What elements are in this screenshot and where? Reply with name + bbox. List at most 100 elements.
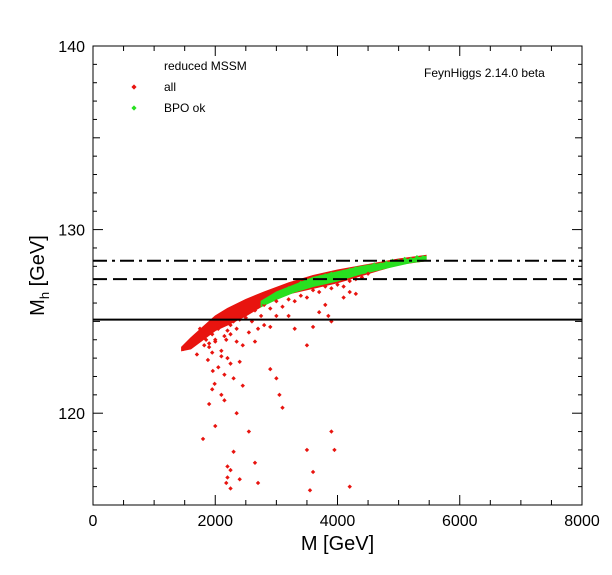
- point-all: [268, 324, 273, 330]
- point-all: [323, 284, 328, 289]
- legend-label-all: all: [164, 80, 176, 94]
- point-all: [213, 423, 218, 429]
- point-all: [228, 486, 233, 491]
- point-bpo-ok: [280, 289, 285, 295]
- point-all: [255, 480, 261, 486]
- point-all: [258, 313, 264, 319]
- point-all: [252, 460, 258, 465]
- point-all: [341, 295, 346, 300]
- x-tick-label: 6000: [442, 513, 478, 530]
- point-all: [202, 343, 207, 348]
- point-all: [316, 310, 322, 315]
- y-axis-title-main: M: [27, 299, 49, 316]
- point-bpo-ok: [286, 286, 291, 291]
- point-bpo-ok: [298, 280, 304, 286]
- point-all: [209, 350, 215, 355]
- point-all: [188, 339, 193, 344]
- point-all: [365, 271, 371, 276]
- point-bpo-ok: [329, 271, 334, 276]
- point-all: [237, 477, 242, 482]
- point-all: [292, 326, 297, 331]
- point-all: [268, 306, 273, 311]
- point-all: [206, 344, 212, 350]
- point-all: [347, 289, 352, 295]
- point-bpo-ok: [323, 273, 328, 278]
- point-all: [252, 308, 258, 313]
- point-all: [332, 447, 337, 453]
- point-all: [329, 286, 334, 291]
- point-bpo-ok: [347, 267, 352, 273]
- point-bpo-ok: [414, 254, 420, 260]
- legend-label-bpo-ok: BPO ok: [164, 101, 206, 115]
- legend: reduced MSSM all BPO ok: [131, 59, 247, 115]
- point-all: [234, 326, 239, 331]
- point-all: [280, 405, 285, 410]
- point-all: [341, 284, 346, 289]
- legend-title: reduced MSSM: [164, 59, 247, 73]
- point-all: [231, 376, 236, 381]
- point-all: [206, 401, 212, 407]
- point-all: [252, 339, 258, 344]
- point-all: [224, 480, 229, 486]
- point-all: [274, 376, 279, 381]
- legend-marker-all: [131, 84, 137, 90]
- point-all: [228, 361, 233, 366]
- point-bpo-ok: [261, 300, 267, 306]
- point-all: [310, 324, 316, 330]
- y-tick-label: 140: [58, 39, 85, 56]
- point-all: [212, 381, 217, 387]
- point-all: [286, 313, 291, 319]
- point-all: [243, 315, 249, 320]
- point-all: [310, 287, 316, 293]
- point-all: [200, 436, 206, 442]
- point-all: [240, 311, 245, 317]
- point-all: [228, 322, 233, 328]
- point-bpo-ok: [420, 254, 426, 260]
- point-all: [255, 304, 261, 309]
- point-all: [261, 322, 267, 328]
- point-all: [335, 282, 340, 287]
- legend-marker-bpo-ok: [131, 105, 137, 111]
- point-all: [246, 330, 252, 335]
- point-all: [255, 326, 261, 331]
- point-all: [195, 333, 201, 339]
- point-bpo-ok: [341, 269, 346, 275]
- point-all: [222, 333, 227, 339]
- point-all: [210, 368, 216, 374]
- point-all: [326, 313, 331, 319]
- point-all: [205, 357, 211, 363]
- point-bpo-ok: [371, 262, 377, 267]
- point-all: [197, 326, 203, 331]
- point-all: [298, 293, 304, 298]
- version-annotation: FeynHiggs 2.14.0 beta: [424, 66, 545, 80]
- point-all: [329, 429, 334, 434]
- point-all: [228, 467, 233, 473]
- point-all: [203, 337, 209, 342]
- y-axis-title-unit: [GeV]: [27, 235, 49, 292]
- point-all: [213, 339, 218, 344]
- point-all: [216, 326, 221, 331]
- y-axis-title: Mh [GeV]: [27, 235, 52, 316]
- point-all: [246, 429, 252, 434]
- point-all: [231, 449, 236, 454]
- legend-entries: all BPO ok: [131, 80, 206, 115]
- point-all: [304, 343, 310, 348]
- point-bpo-ok: [359, 265, 365, 271]
- point-bpo-ok: [365, 264, 371, 269]
- point-all: [307, 488, 313, 493]
- point-all: [286, 297, 291, 302]
- point-all: [347, 484, 352, 489]
- point-bpo-ok: [268, 295, 273, 300]
- x-tick-label: 0: [89, 513, 98, 530]
- point-all: [246, 310, 252, 315]
- point-all: [274, 299, 279, 304]
- point-all: [277, 392, 282, 398]
- point-all: [240, 343, 245, 348]
- point-all: [181, 346, 186, 352]
- point-all: [200, 328, 206, 333]
- point-all: [240, 383, 245, 388]
- point-bpo-ok: [384, 260, 389, 265]
- point-all: [234, 339, 239, 344]
- ticks-layer: 0 2000 4000 6000 8000 120 130 140: [58, 39, 600, 530]
